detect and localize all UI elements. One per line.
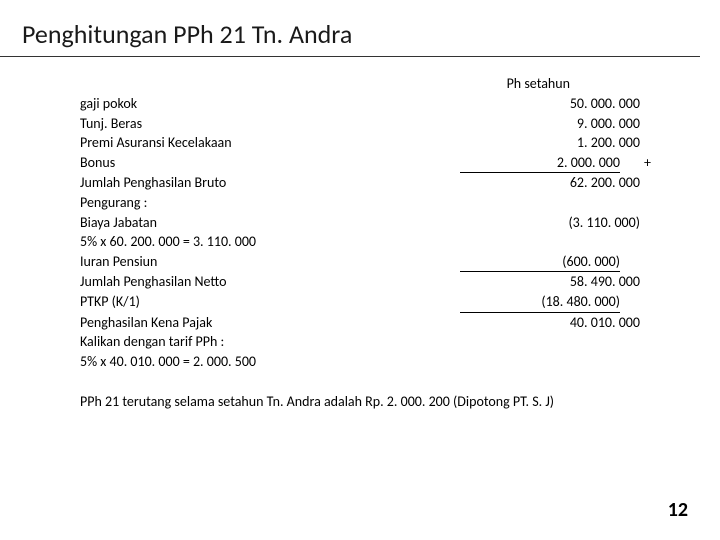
row-label: PTKP (K/1) bbox=[80, 292, 460, 313]
row-label: Penghasilan Kena Pajak bbox=[80, 313, 480, 333]
row-label: Iuran Pensiun bbox=[80, 252, 460, 273]
calc-row: Bonus 2. 000. 000 + bbox=[80, 153, 660, 174]
row-value: 9. 000. 000 bbox=[480, 114, 660, 134]
calc-row: PTKP (K/1) (18. 480. 000) bbox=[80, 292, 660, 313]
row-value: (600. 000) bbox=[460, 252, 620, 273]
row-value: (3. 110. 000) bbox=[480, 213, 660, 233]
row-label: gaji pokok bbox=[80, 94, 480, 114]
row-label: Tunj. Beras bbox=[80, 114, 480, 134]
row-value-text: 1. 200. 000 bbox=[577, 134, 640, 151]
calc-row: Penghasilan Kena Pajak 40. 010. 000 bbox=[80, 313, 660, 333]
row-label: Jumlah Penghasilan Netto bbox=[80, 272, 480, 292]
row-value-text: 2. 000. 000 bbox=[557, 154, 620, 171]
calc-row: gaji pokok 50. 000. 000 bbox=[80, 94, 660, 114]
page-number: 12 bbox=[668, 498, 688, 522]
row-value: 1. 200. 000 bbox=[480, 133, 660, 153]
row-value: 50. 000. 000 bbox=[480, 94, 660, 114]
row-value: 58. 490. 000 bbox=[480, 272, 660, 292]
row-label: Bonus bbox=[80, 153, 460, 174]
row-label: Biaya Jabatan bbox=[80, 213, 480, 233]
row-value-text: (3. 110. 000) bbox=[568, 214, 640, 231]
row-label: Pengurang : bbox=[80, 193, 660, 213]
row-label: 5% x 60. 200. 000 = 3. 110. 000 bbox=[80, 232, 660, 252]
row-value-text: (600. 000) bbox=[562, 253, 620, 270]
row-value: (18. 480. 000) bbox=[460, 292, 620, 313]
row-value-text: 40. 010. 000 bbox=[570, 314, 640, 331]
calc-row: Premi Asuransi Kecelakaan 1. 200. 000 bbox=[80, 133, 660, 153]
row-label: 5% x 40. 010. 000 = 2. 000. 500 bbox=[80, 352, 660, 372]
slide-title: Penghitungan PPh 21 Tn. Andra bbox=[0, 0, 700, 57]
row-value: 62. 200. 000 bbox=[480, 173, 660, 193]
row-value-text: 62. 200. 000 bbox=[570, 174, 640, 191]
calc-row: Biaya Jabatan (3. 110. 000) bbox=[80, 213, 660, 233]
calc-row: 5% x 60. 200. 000 = 3. 110. 000 bbox=[80, 232, 660, 252]
plus-sign: + bbox=[640, 153, 660, 174]
row-value-text: 58. 490. 000 bbox=[570, 273, 640, 290]
calc-row: Iuran Pensiun (600. 000) bbox=[80, 252, 660, 273]
row-value-text: 50. 000. 000 bbox=[570, 95, 640, 112]
calc-row: Tunj. Beras 9. 000. 000 bbox=[80, 114, 660, 134]
row-value: 40. 010. 000 bbox=[480, 313, 660, 333]
column-header: Ph setahun bbox=[80, 75, 570, 92]
calc-row: Jumlah Penghasilan Bruto 62. 200. 000 bbox=[80, 173, 660, 193]
footer-text: PPh 21 terutang selama setahun Tn. Andra… bbox=[80, 393, 660, 410]
calculation-content: Ph setahun gaji pokok 50. 000. 000 Tunj. B… bbox=[0, 57, 720, 410]
calc-row: Pengurang : bbox=[80, 193, 660, 213]
calc-row: Kalikan dengan tarif PPh : bbox=[80, 332, 660, 352]
row-label: Kalikan dengan tarif PPh : bbox=[80, 332, 660, 352]
row-value-text: 9. 000. 000 bbox=[577, 115, 640, 132]
calc-row: Jumlah Penghasilan Netto 58. 490. 000 bbox=[80, 272, 660, 292]
row-label: Jumlah Penghasilan Bruto bbox=[80, 173, 480, 193]
row-label: Premi Asuransi Kecelakaan bbox=[80, 133, 480, 153]
row-value: 2. 000. 000 bbox=[460, 153, 620, 174]
calc-row: 5% x 40. 010. 000 = 2. 000. 500 bbox=[80, 352, 660, 372]
rows-container: gaji pokok 50. 000. 000 Tunj. Beras 9. 000.… bbox=[80, 94, 660, 371]
row-value-text: (18. 480. 000) bbox=[541, 293, 620, 310]
